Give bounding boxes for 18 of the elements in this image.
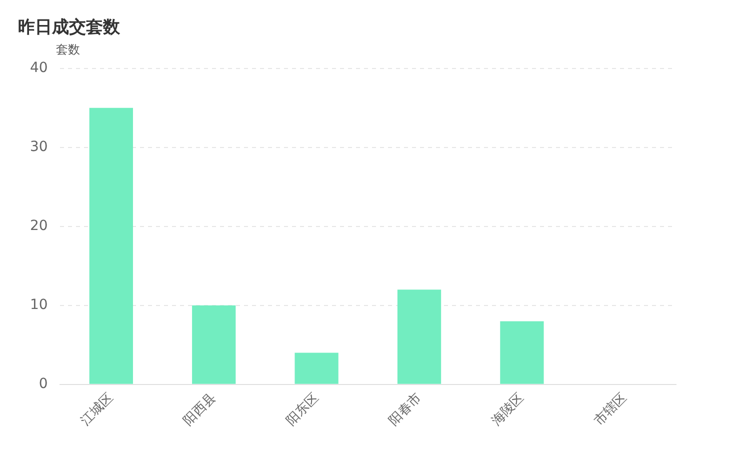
bar [500, 321, 544, 384]
x-tick-label: 阳春市 [386, 390, 424, 429]
y-tick-label: 10 [30, 297, 48, 314]
y-tick-label: 40 [30, 60, 48, 76]
x-tick-label: 海陵区 [488, 390, 528, 429]
y-tick-label: 0 [38, 376, 48, 392]
x-tick-label: 阳西县 [180, 390, 220, 429]
y-tick-label: 20 [30, 218, 48, 234]
x-tick-label: 阳东区 [284, 390, 322, 429]
bar [192, 305, 236, 384]
bar [89, 108, 133, 384]
chart-title: 昨日成交套数 [18, 18, 121, 38]
bar [294, 352, 338, 384]
y-axis-title: 套数 [56, 42, 80, 57]
x-tick-label: 市辖区 [592, 390, 630, 429]
y-tick-label: 30 [30, 139, 48, 156]
bar [397, 290, 442, 384]
x-tick-label: 江城区 [78, 390, 116, 429]
